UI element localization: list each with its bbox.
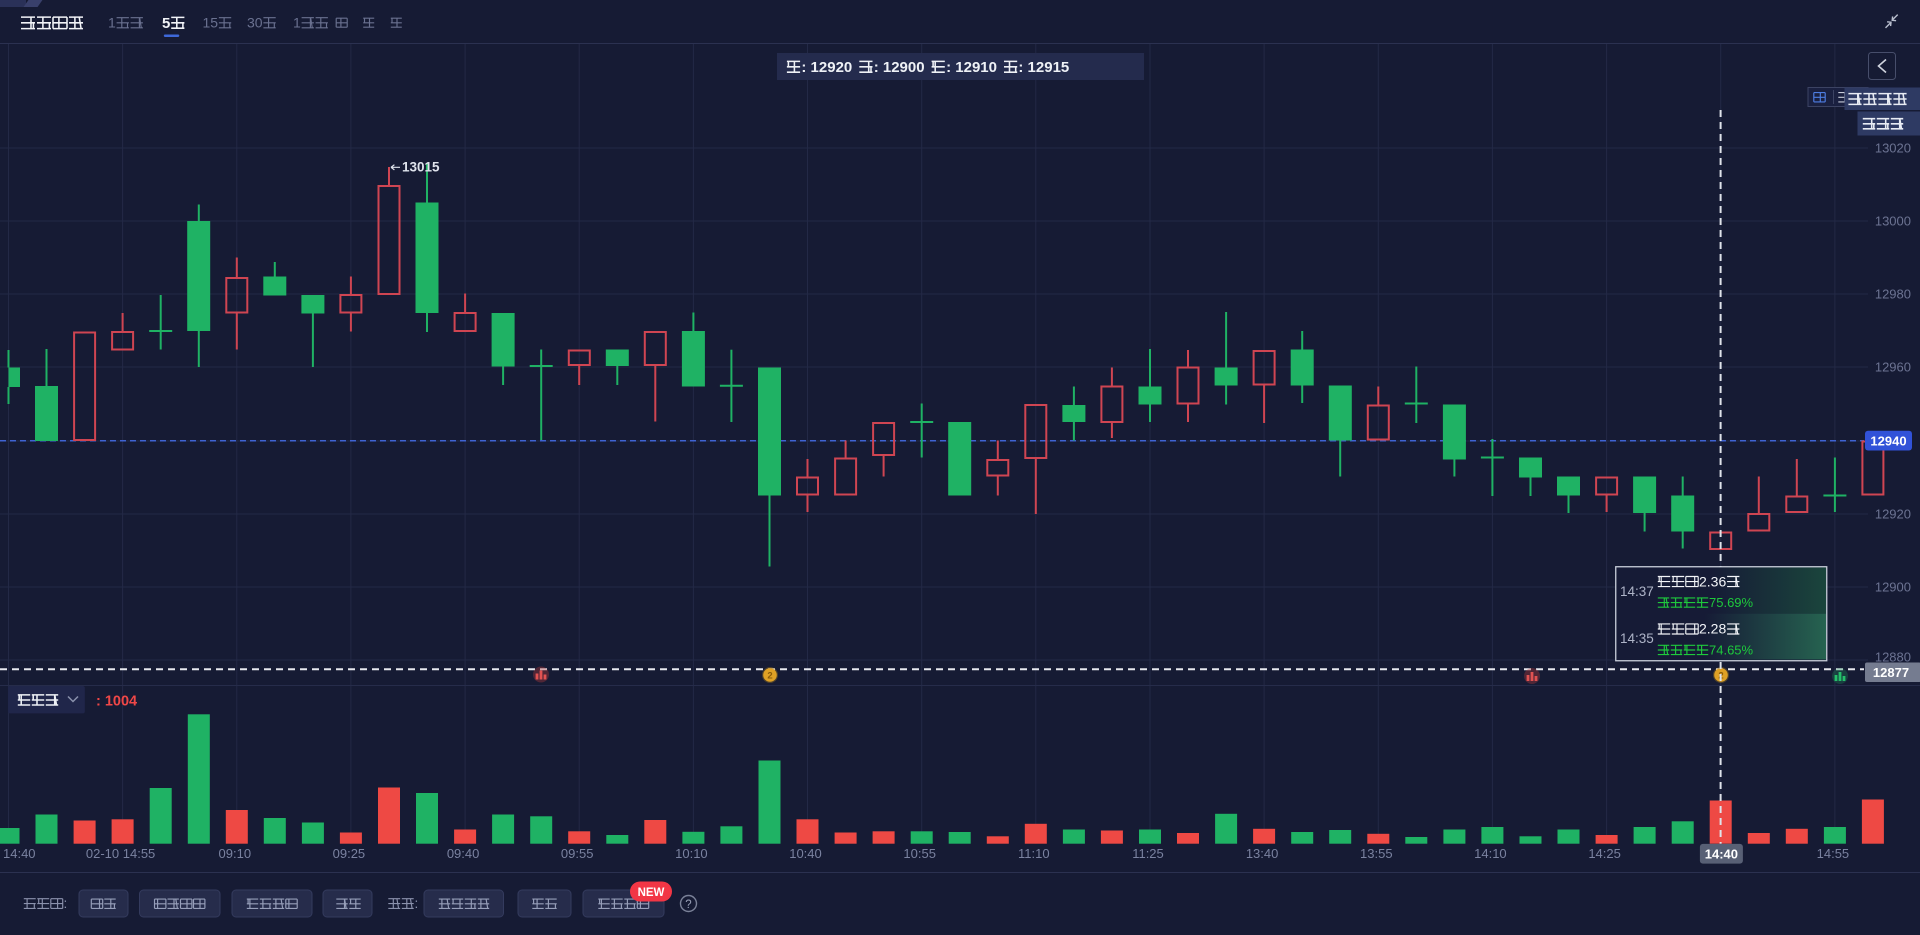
svg-text:12940: 12940: [1870, 433, 1906, 448]
svg-text::: :: [415, 896, 419, 911]
svg-text:1: 1: [293, 15, 301, 31]
svg-text:: 1004: : 1004: [96, 694, 137, 710]
svg-text:12920: 12920: [1875, 507, 1911, 522]
svg-text::: :: [64, 896, 68, 911]
svg-text:10:55: 10:55: [903, 846, 936, 861]
svg-text:14:35: 14:35: [1620, 631, 1654, 646]
svg-text:09:10: 09:10: [219, 846, 252, 861]
svg-text:09:40: 09:40: [447, 846, 480, 861]
svg-text:NEW: NEW: [638, 887, 665, 899]
svg-text:13020: 13020: [1875, 141, 1911, 156]
svg-text:: 12900: : 12900: [874, 58, 925, 75]
svg-text:2.28: 2.28: [1699, 620, 1726, 636]
svg-text:: 12910: : 12910: [946, 58, 997, 75]
svg-text:14:55: 14:55: [1817, 846, 1850, 861]
svg-text:?: ?: [685, 899, 691, 911]
svg-text:1: 1: [108, 15, 116, 31]
svg-text:09:25: 09:25: [333, 846, 366, 861]
svg-text:30: 30: [247, 15, 263, 31]
svg-text:13000: 13000: [1875, 214, 1911, 229]
svg-text:12880: 12880: [1875, 650, 1911, 665]
svg-text:14:37: 14:37: [1620, 584, 1654, 599]
svg-text:5: 5: [162, 15, 170, 32]
svg-text:13:40: 13:40: [1246, 846, 1279, 861]
svg-text:: 12920: : 12920: [801, 58, 852, 75]
svg-text:13015: 13015: [402, 160, 440, 175]
svg-text:74.65%: 74.65%: [1709, 642, 1754, 657]
svg-text:15: 15: [203, 15, 219, 31]
svg-text:02-10 14:55: 02-10 14:55: [86, 846, 155, 861]
svg-text:14:40: 14:40: [3, 846, 36, 861]
svg-text:12877: 12877: [1873, 665, 1909, 680]
svg-text:14:40: 14:40: [1705, 846, 1738, 861]
svg-text:14:10: 14:10: [1474, 846, 1507, 861]
svg-text:12900: 12900: [1875, 580, 1911, 595]
svg-text:2.36: 2.36: [1699, 573, 1726, 589]
svg-text:11:10: 11:10: [1018, 846, 1050, 861]
svg-text:75.69%: 75.69%: [1709, 595, 1754, 610]
svg-text:13:55: 13:55: [1360, 846, 1393, 861]
svg-text:12960: 12960: [1875, 360, 1911, 375]
svg-text:12980: 12980: [1875, 287, 1911, 302]
svg-text:: 12915: : 12915: [1018, 58, 1069, 75]
svg-text:2: 2: [767, 670, 772, 681]
svg-text:10:40: 10:40: [789, 846, 822, 861]
svg-text:10:10: 10:10: [675, 846, 708, 861]
svg-text:09:55: 09:55: [561, 846, 594, 861]
svg-text:11:25: 11:25: [1132, 846, 1164, 861]
svg-text:14:25: 14:25: [1588, 846, 1621, 861]
